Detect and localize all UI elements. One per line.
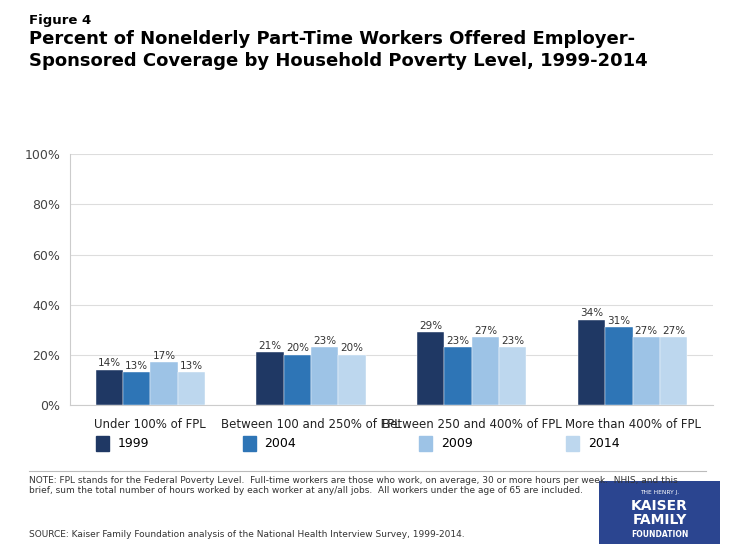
Text: 27%: 27% [662, 326, 685, 336]
Text: 20%: 20% [286, 343, 309, 353]
Bar [178, 372, 205, 405]
Text: 13%: 13% [179, 361, 203, 371]
Bar [284, 355, 311, 405]
Bar [338, 355, 365, 405]
Text: 14%: 14% [98, 358, 121, 368]
Text: 27%: 27% [634, 326, 658, 336]
Text: 13%: 13% [125, 361, 148, 371]
Text: FAMILY: FAMILY [633, 514, 686, 527]
Text: 2014: 2014 [588, 437, 620, 450]
Text: Percent of Nonelderly Part-Time Workers Offered Employer-: Percent of Nonelderly Part-Time Workers … [29, 30, 636, 48]
Bar [578, 320, 605, 405]
Bar [417, 332, 445, 405]
Bar [633, 337, 660, 405]
Text: 23%: 23% [447, 336, 470, 345]
Bar [96, 370, 123, 405]
Text: 23%: 23% [501, 336, 524, 345]
Bar [311, 347, 338, 405]
Bar [499, 347, 526, 405]
Text: 2009: 2009 [441, 437, 473, 450]
Text: 2004: 2004 [265, 437, 296, 450]
Text: Figure 4: Figure 4 [29, 14, 92, 27]
Text: Sponsored Coverage by Household Poverty Level, 1999-2014: Sponsored Coverage by Household Poverty … [29, 52, 648, 71]
Text: 20%: 20% [340, 343, 364, 353]
Text: 29%: 29% [419, 321, 442, 331]
Bar [150, 363, 178, 405]
Bar [257, 352, 284, 405]
Bar [445, 347, 472, 405]
Text: 21%: 21% [259, 341, 282, 350]
Text: 17%: 17% [152, 350, 176, 360]
Text: 31%: 31% [607, 316, 631, 326]
Bar [472, 337, 499, 405]
Text: FOUNDATION: FOUNDATION [631, 530, 689, 539]
Text: SOURCE: Kaiser Family Foundation analysis of the National Health Interview Surve: SOURCE: Kaiser Family Foundation analysi… [29, 530, 465, 539]
Bar [605, 327, 633, 405]
Text: 27%: 27% [474, 326, 497, 336]
Text: NOTE: FPL stands for the Federal Poverty Level.  Full-time workers are those who: NOTE: FPL stands for the Federal Poverty… [29, 476, 678, 495]
Text: 34%: 34% [580, 308, 603, 318]
Text: 23%: 23% [313, 336, 336, 345]
Text: KAISER: KAISER [631, 499, 688, 514]
Text: THE HENRY J.: THE HENRY J. [640, 490, 679, 495]
Bar [660, 337, 687, 405]
Bar [123, 372, 150, 405]
Text: 1999: 1999 [118, 437, 149, 450]
